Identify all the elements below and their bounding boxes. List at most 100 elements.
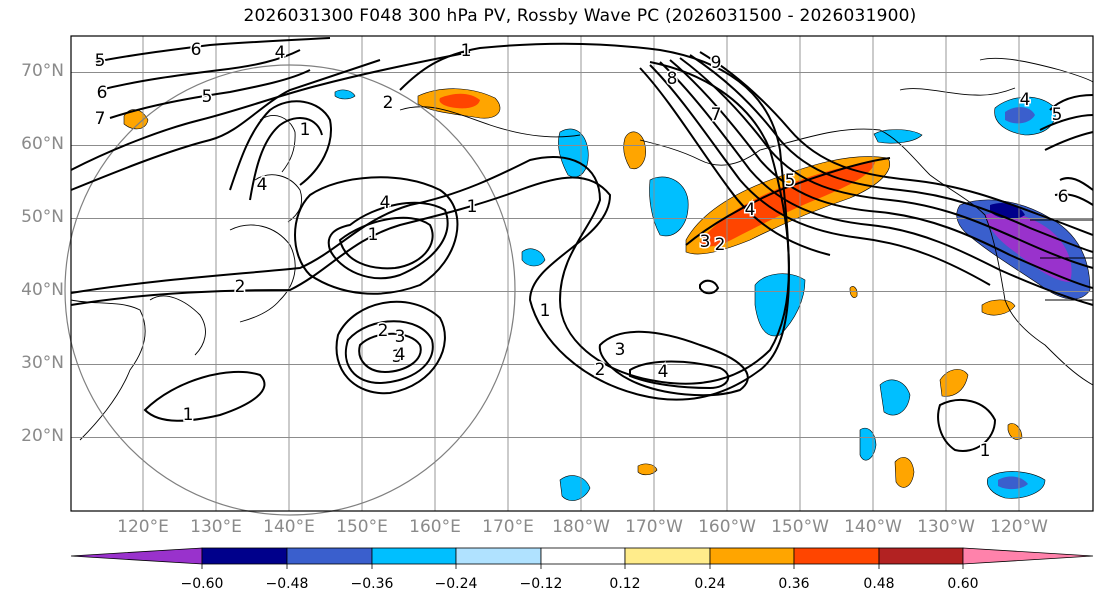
contour-label: 3 (700, 232, 711, 252)
lon-label: 160°W (698, 517, 756, 537)
plot-area (71, 36, 1093, 511)
lat-label: 20°N (21, 426, 64, 446)
graticule (71, 36, 1093, 511)
colorbar-tick-label: −0.24 (434, 576, 478, 592)
colorbar-swatch (371, 547, 457, 565)
lon-label: 130°W (917, 517, 975, 537)
lon-label: 150°E (336, 517, 388, 537)
colorbar-tick-label: 0.60 (947, 576, 979, 592)
shade-positive-alaska-core (439, 93, 480, 109)
contour-label: 6 (97, 83, 108, 103)
shade-positive-nwpac (623, 131, 646, 170)
colorbar-swatch (201, 547, 288, 565)
lon-label: 150°W (771, 517, 829, 537)
lon-label: 180°W (552, 517, 610, 537)
shade-positive-core (700, 162, 875, 247)
lat-label: 70°N (21, 61, 64, 81)
colorbar-tick-label: 0.48 (863, 576, 895, 592)
colorbar-tick-label: −0.60 (180, 576, 224, 592)
contour-label: 5 (785, 171, 796, 191)
contour-label: 1 (540, 301, 551, 321)
lat-label: 30°N (21, 353, 64, 373)
lat-label: 60°N (21, 134, 64, 154)
shade-negative-yukon-core (1005, 107, 1035, 124)
lon-label: 130°E (190, 517, 242, 537)
shade-negative-nepac (754, 273, 806, 337)
colorbar-tick-label: 0.36 (778, 576, 810, 592)
colorbar-tick-label: 0.12 (609, 576, 641, 592)
shade-negative-small-3 (559, 475, 591, 501)
contour-label: 4 (380, 193, 391, 213)
contour-label: 2 (715, 235, 726, 255)
contour-label: 7 (95, 109, 106, 129)
contour-label: 3 (395, 327, 406, 347)
lon-label: 170°E (482, 517, 534, 537)
contour-label: 2 (235, 277, 246, 297)
shade-positive-small-2 (894, 457, 915, 488)
contour-label: 6 (1058, 187, 1069, 207)
contour-label: 1 (980, 441, 991, 461)
contour-label: 2 (595, 360, 606, 380)
colorbar-swatch (540, 547, 626, 565)
colorbar-tick-label: 0.24 (694, 576, 726, 592)
contour-label: 5 (1052, 105, 1063, 125)
contour-label: 5 (202, 87, 213, 107)
colorbar-swatch (624, 547, 711, 565)
colorbar (70, 547, 1094, 569)
lat-label: 50°N (21, 207, 64, 227)
shade-negative-small-1 (521, 248, 546, 267)
colorbar-tick-label: −0.48 (265, 576, 309, 592)
shade-negative-hawaii (879, 379, 911, 416)
pv-contours (70, 37, 1094, 452)
colorbar-extend-low (70, 547, 203, 565)
contour-label: 2 (378, 321, 389, 341)
lat-label: 40°N (21, 280, 64, 300)
contour-label: 6 (191, 40, 202, 60)
lon-label: 120°E (117, 517, 169, 537)
contour-label: 1 (183, 405, 194, 425)
lon-label: 140°E (263, 517, 315, 537)
shade-negative-small-5 (334, 89, 356, 100)
contour-label: 3 (392, 347, 403, 367)
contour-label: 4 (275, 43, 286, 63)
annotation-circle (64, 64, 516, 516)
contour-label: 1 (461, 41, 472, 61)
shade-negative-bc-core (985, 212, 1072, 282)
shade-positive-small-5 (1007, 423, 1023, 440)
contour-label: 9 (711, 53, 722, 73)
shade-positive-small-1 (939, 369, 969, 397)
shade-negative-sw-core (998, 476, 1028, 490)
contour-label: 1 (300, 120, 311, 140)
shade-positive-kamchatka (123, 109, 149, 130)
colorbar-tick-label: −0.36 (350, 576, 394, 592)
lon-label: 120°W (990, 517, 1048, 537)
contour-label: 8 (667, 69, 678, 89)
shade-negative-small-2 (859, 427, 877, 461)
contour-label: 4 (1020, 90, 1031, 110)
contour-labels: 5 6 4 5 6 7 4 2 1 4 1 2 1 3 2 3 4 1 2 3 … (93, 39, 1070, 463)
plot-frame (70, 35, 1094, 512)
contour-label: 1 (467, 197, 478, 217)
colorbar-swatch (793, 547, 880, 565)
contour-label: 4 (745, 200, 756, 220)
contour-label: 4 (395, 345, 406, 365)
lon-label: 140°W (844, 517, 902, 537)
shade-positive-small-6 (849, 286, 858, 298)
colorbar-swatch (455, 547, 542, 565)
colorbar-extend-high (962, 547, 1094, 565)
colorbar-swatch (709, 547, 795, 565)
lon-label: 160°E (409, 517, 461, 537)
shade-positive-small-4 (637, 463, 658, 476)
contour-label: 2 (383, 93, 394, 113)
contour-label: 1 (368, 225, 379, 245)
shade-negative-aleut (649, 176, 689, 237)
colorbar-swatch (286, 547, 373, 565)
contour-label: 3 (615, 340, 626, 360)
contour-label: 4 (658, 362, 669, 382)
contour-label: 7 (711, 105, 722, 125)
contour-label: 5 (95, 51, 106, 71)
shading-layer (123, 88, 1091, 501)
colorbar-swatch (878, 547, 964, 565)
plot-title: 2026031300 F048 300 hPa PV, Rossby Wave … (243, 6, 917, 26)
